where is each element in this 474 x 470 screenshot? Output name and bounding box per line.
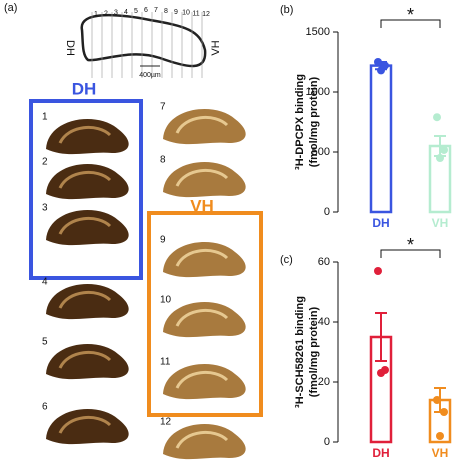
brain-slice [163,161,246,198]
scale-label: 400µm [139,72,161,79]
data-point [440,408,448,416]
dh-label: DH [72,79,97,98]
slice-layer [175,430,229,449]
brain-slice [46,209,129,246]
section-number: 11 [192,10,199,17]
significance-bracket [380,249,441,258]
slice-layer [58,125,112,144]
y-tick-label: 1000 [306,86,330,98]
slice-number: 1 [42,112,48,123]
slice-number: 6 [42,402,48,413]
slice-number: 8 [160,155,166,166]
slice-layer [175,370,229,389]
section-number: 2 [104,10,108,17]
bar [369,64,393,214]
slice-number: 7 [160,102,166,113]
brain-slice [46,408,129,445]
vh-label: VH [190,196,214,215]
brain-slice [46,118,129,155]
y-tick-label: 0 [324,436,330,448]
hippocampus-outline [80,13,207,68]
section-number: 12 [202,11,210,18]
data-point [377,369,385,377]
section-number: 7 [154,7,158,14]
y-tick-label: 60 [318,256,330,268]
section-number: 3 [114,10,118,17]
y-tick-label: 20 [318,376,330,388]
x-tick-label: VH [432,216,449,230]
x-tick-label: DH [372,216,389,230]
brain-slice [46,343,129,380]
brain-slice [46,163,129,200]
data-point [440,145,448,154]
outline-vh: VH [210,40,222,55]
slice-number: 12 [160,417,172,428]
significance-star: * [407,235,414,255]
y-tick-label: 40 [318,316,330,328]
section-number: 6 [144,7,148,14]
panel-label: (c) [280,254,293,266]
slice-layer [58,290,112,309]
brain-slice [46,283,129,320]
dh-box [29,99,143,280]
data-point [374,58,382,66]
data-point [374,267,382,275]
y-tick-label: 0 [324,206,330,218]
data-point [433,113,441,122]
brain-slice [163,423,246,460]
slice-layer [175,248,229,267]
x-tick-label: VH [432,446,449,460]
brain-slice [163,301,246,338]
data-point [377,66,385,75]
section-number: 9 [174,9,178,16]
brain-slice [163,108,246,145]
error-bar [375,312,387,362]
slice-number: 11 [160,357,171,368]
section-number: 1 [94,11,98,18]
y-axis-label: ³H-DPCPX binding [294,74,306,170]
significance-bracket [380,19,441,28]
slice-layer [175,308,229,327]
brain-slice [163,363,246,400]
y-axis-label: (fmol/mg protein) [308,76,320,167]
panel-label: (a) [4,2,17,14]
slice-number: 10 [160,295,172,306]
y-axis-label: ³H-SCH58261 binding [294,296,306,408]
data-point [436,154,444,162]
section-number: 10 [182,10,190,17]
slice-layer [58,170,112,189]
slice-number: 5 [42,337,48,348]
slice-layer [175,115,229,134]
y-tick-label: 500 [312,146,330,158]
slice-layer [58,350,112,369]
slice-number: 9 [160,235,166,246]
data-point [433,396,441,404]
slice-number: 3 [42,203,48,214]
significance-star: * [407,5,414,25]
x-tick-label: DH [372,446,389,460]
slice-number: 4 [42,277,48,288]
outline-dh: DH [64,40,76,56]
data-point [436,432,444,440]
slice-number: 2 [42,157,48,168]
y-tick-label: 1500 [306,26,330,38]
slice-layer [58,415,112,434]
slice-layer [58,216,112,235]
y-axis-label: (fmol/mg protein) [308,306,320,397]
brain-slice [163,241,246,278]
section-number: 5 [134,8,138,15]
slice-layer [175,168,229,187]
panel-label: (b) [280,4,293,16]
vh-box [147,211,263,417]
section-number: 8 [164,8,168,15]
section-number: 4 [124,9,128,16]
